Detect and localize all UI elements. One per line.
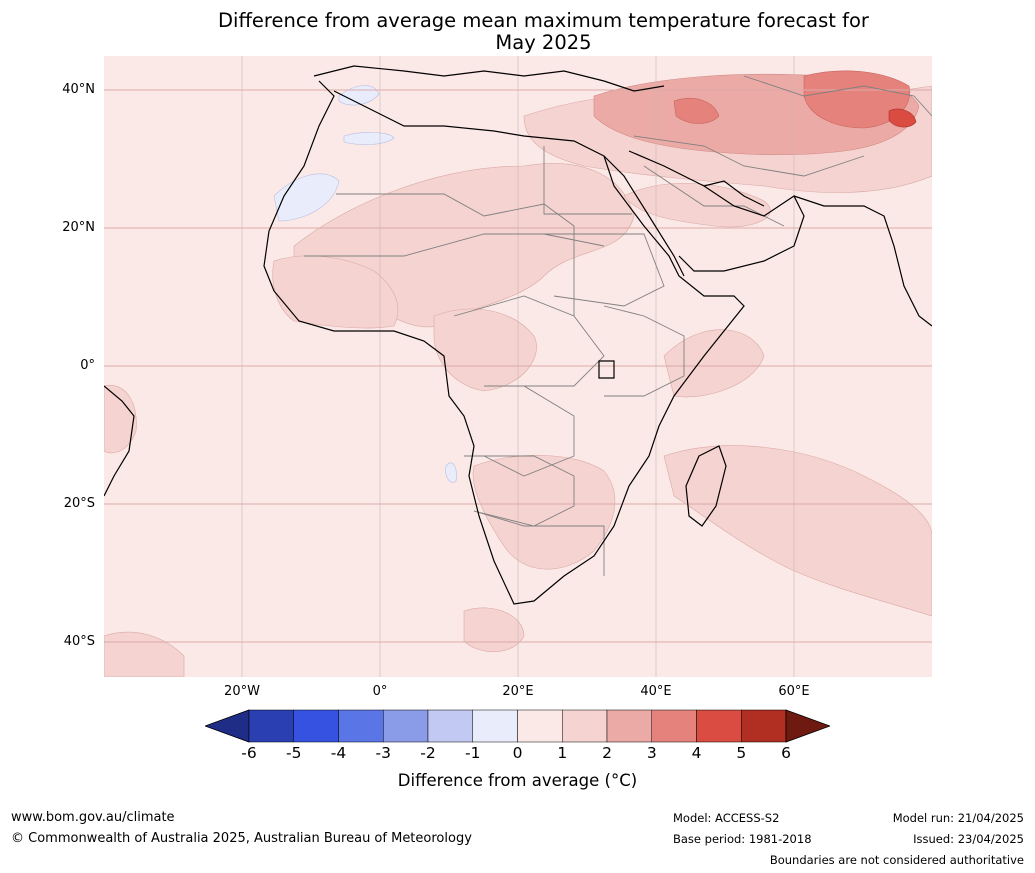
border-central-asia <box>743 75 932 117</box>
colorbar-extend-high <box>785 709 830 743</box>
coast-arabia <box>628 150 805 272</box>
anomaly-namibia-coast-cool <box>445 462 457 483</box>
colorbar-cell <box>606 709 652 743</box>
lat-label-40n: 40°N <box>62 82 95 97</box>
lon-label-60e: 60°E <box>778 684 810 699</box>
colorbar-tick-label: 2 <box>602 744 612 762</box>
lat-label-20s: 20°S <box>63 496 95 511</box>
anomaly-southern-africa-warm <box>472 455 616 570</box>
colorbar-label: Difference from average (°C) <box>397 771 638 790</box>
coast-europe <box>313 65 665 92</box>
colorbar-cells <box>205 709 830 743</box>
anomaly-central-africa-warm <box>433 308 537 392</box>
colorbar-cell <box>383 709 429 743</box>
border-drc <box>483 385 575 477</box>
anomaly-hotspot <box>888 108 917 128</box>
border-middle-east <box>633 135 865 177</box>
border-sahara <box>336 193 575 316</box>
colorbar-tick-label: 5 <box>736 744 747 762</box>
coast-iran-pakistan <box>793 195 932 327</box>
border-southern <box>473 510 605 576</box>
colorbar-tick-label: 0 <box>512 744 523 762</box>
graticule-meridians <box>241 56 795 677</box>
title-line-2: May 2025 <box>495 31 592 54</box>
lon-label-20w: 20°W <box>224 684 260 699</box>
anomaly-contours-hottest <box>888 108 917 128</box>
coastlines <box>104 65 932 605</box>
colorbar-tick-label: 3 <box>646 744 657 762</box>
anomaly-east-africa-warm <box>663 329 765 398</box>
anomaly-south-atlantic-warm <box>463 607 525 652</box>
colorbar-tick-label: 1 <box>557 744 568 762</box>
colorbar-cell <box>427 709 473 743</box>
border-angola-zambia <box>464 455 575 527</box>
title-line-1: Difference from average mean maximum tem… <box>218 9 869 32</box>
colorbar-tick-label: 6 <box>781 744 791 762</box>
footer-copyright: © Commonwealth of Australia 2025, Austra… <box>11 831 472 846</box>
coast-africa-west <box>263 80 745 605</box>
country-borders <box>304 75 932 576</box>
anomaly-zagros-hotter <box>673 97 720 124</box>
lon-label-40e: 40°E <box>640 684 672 699</box>
colorbar-cell <box>293 709 339 743</box>
colorbar-tick-label: -2 <box>420 744 436 762</box>
footer-base-period: Base period: 1981-2018 <box>673 832 812 846</box>
border-libya-egypt <box>543 146 632 215</box>
footer-issued: Issued: 23/04/2025 <box>913 832 1024 846</box>
anomaly-mediterranean-cool <box>343 132 395 145</box>
footer-model-run: Model run: 21/04/2025 <box>892 811 1024 825</box>
anomaly-atlantic-warm <box>104 384 137 454</box>
forecast-map <box>104 56 932 677</box>
lon-label-0: 0° <box>372 684 388 699</box>
coast-south-america <box>104 385 135 497</box>
colorbar-tick-label: -1 <box>465 744 481 762</box>
colorbar-cell <box>338 709 384 743</box>
coast-red-sea <box>603 155 685 277</box>
colorbar-tick-label: -5 <box>286 744 302 762</box>
colorbar-tick-label: -4 <box>330 744 347 762</box>
map-title: Difference from average mean maximum tem… <box>0 10 1035 54</box>
border-sahel <box>304 233 605 257</box>
footer-model: Model: ACCESS-S2 <box>673 811 780 825</box>
lat-label-20n: 20°N <box>62 220 95 235</box>
anomaly-contours-hotter <box>673 70 911 129</box>
border-central <box>453 295 605 387</box>
footer-disclaimer: Boundaries are not considered authoritat… <box>769 853 1024 867</box>
colorbar-tick-label: 4 <box>691 744 702 762</box>
border-sudan <box>544 233 665 307</box>
colorbar-cell <box>741 709 787 743</box>
colorbar-tick-label: -3 <box>375 744 391 762</box>
colorbar-cell <box>472 709 518 743</box>
anomaly-indian-ocean-warm <box>663 445 932 617</box>
colorbar-cell <box>517 709 563 743</box>
colorbar-cell <box>696 709 742 743</box>
border-east <box>603 305 685 397</box>
lat-label-equator: 0° <box>80 358 95 373</box>
colorbar-tick-label: -6 <box>241 744 257 762</box>
coast-gulf <box>703 180 765 207</box>
colorbar-cell <box>651 709 697 743</box>
footer-website[interactable]: www.bom.gov.au/climate <box>11 810 175 825</box>
lat-label-40s: 40°S <box>63 634 95 649</box>
colorbar-cell <box>248 709 294 743</box>
colorbar-extend-low <box>205 709 250 743</box>
anomaly-west-africa-warm <box>272 255 399 329</box>
coast-lake-victoria <box>598 360 615 379</box>
colorbar-cell <box>562 709 608 743</box>
lon-label-20e: 20°E <box>502 684 534 699</box>
anomaly-southwest-warm <box>104 631 185 677</box>
coast-madagascar <box>685 445 727 527</box>
colorbar <box>205 709 830 743</box>
